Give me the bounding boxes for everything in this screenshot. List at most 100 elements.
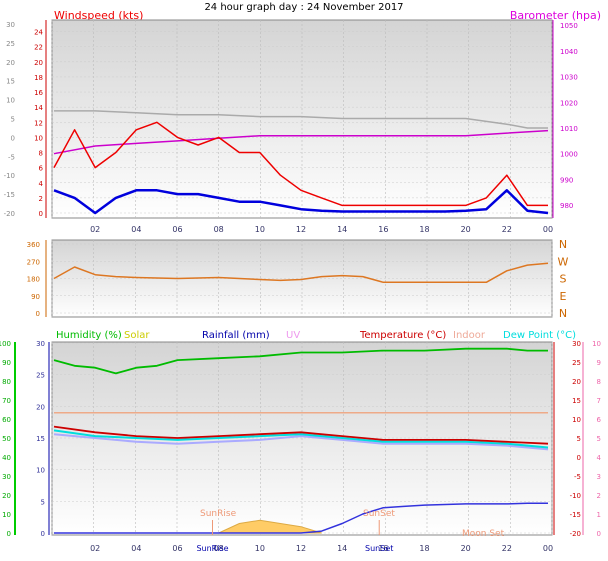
wind-y-tick-label: 6 bbox=[39, 165, 44, 173]
compass-tick-label: W bbox=[558, 255, 569, 268]
uv-y-tick-label: 9 bbox=[597, 359, 601, 367]
weather-x-tick-label: 08 bbox=[214, 544, 224, 553]
humidity-y-tick-label: 100 bbox=[0, 340, 11, 348]
pressure-y-tick-label: 1050 bbox=[560, 22, 578, 30]
uv-y-tick-label: 6 bbox=[597, 416, 602, 424]
far-left-y-tick-label: 15 bbox=[6, 78, 15, 86]
far-left-y-tick-label: -10 bbox=[4, 172, 15, 180]
legend-label: Temperature (°C) bbox=[359, 330, 446, 341]
uv-y-tick-label: 5 bbox=[597, 435, 601, 443]
weather-x-tick-label: 18 bbox=[419, 544, 429, 553]
wind-y-tick-label: 0 bbox=[39, 210, 43, 218]
series-line bbox=[54, 502, 548, 534]
uv-y-tick-label: 10 bbox=[592, 340, 601, 348]
far-left-y-tick-label: 20 bbox=[6, 59, 15, 67]
temperature-y-tick-label: 25 bbox=[572, 359, 581, 367]
temperature-y-tick-label: 20 bbox=[572, 378, 581, 386]
far-left-y-tick-label: -5 bbox=[8, 153, 15, 161]
wind-x-tick-label: 18 bbox=[419, 225, 429, 234]
uv-y-tick-label: 0 bbox=[597, 530, 601, 538]
far-left-y-tick-label: 0 bbox=[11, 134, 15, 142]
temperature-y-tick-label: -5 bbox=[574, 473, 581, 481]
direction-y-tick-label: 360 bbox=[27, 241, 40, 249]
weather-x-tick-label: 04 bbox=[131, 544, 141, 553]
chart-title: 24 hour graph day : 24 November 2017 bbox=[204, 2, 403, 13]
uv-y-tick-label: 2 bbox=[597, 492, 601, 500]
legend-label: Humidity (%) bbox=[56, 330, 122, 341]
weather-x-tick-label: 06 bbox=[172, 544, 182, 553]
weather-x-tick-label: 10 bbox=[255, 544, 265, 553]
temperature-y-tick-label: 0 bbox=[577, 454, 581, 462]
direction-y-tick-label: 0 bbox=[36, 310, 40, 318]
rain-y-tick-label: 5 bbox=[41, 498, 45, 506]
rain-y-tick-label: 0 bbox=[41, 530, 45, 538]
direction-y-tick-label: 180 bbox=[27, 276, 40, 284]
sunset-annotation: SunSet bbox=[363, 509, 395, 519]
compass-tick-label: S bbox=[560, 273, 567, 286]
rain-y-tick-label: 20 bbox=[36, 403, 45, 411]
far-left-y-tick-label: 25 bbox=[6, 40, 15, 48]
sunrise-annotation: SunRise bbox=[200, 509, 237, 519]
humidity-y-tick-label: 90 bbox=[2, 359, 11, 367]
wind-x-tick-label: 20 bbox=[461, 225, 471, 234]
wind-x-tick-label: 22 bbox=[502, 225, 512, 234]
humidity-y-tick-label: 80 bbox=[2, 378, 11, 386]
weather-x-tick-label: 20 bbox=[461, 544, 471, 553]
humidity-y-tick-label: 0 bbox=[7, 530, 11, 538]
wind-y-tick-label: 12 bbox=[34, 119, 43, 127]
wind-x-tick-label: 00 bbox=[543, 225, 553, 234]
wind-x-tick-label: 12 bbox=[296, 225, 306, 234]
moonset-annotation: Moon Set bbox=[462, 529, 505, 539]
series-line bbox=[54, 110, 548, 129]
legend-label: Indoor bbox=[453, 330, 486, 341]
temperature-y-tick-label: 15 bbox=[572, 397, 581, 405]
humidity-y-tick-label: 70 bbox=[2, 397, 11, 405]
uv-y-tick-label: 1 bbox=[597, 511, 601, 519]
uv-y-tick-label: 7 bbox=[597, 397, 601, 405]
legend-label: Rainfall (mm) bbox=[202, 330, 270, 341]
wind-y-tick-label: 10 bbox=[34, 134, 43, 142]
far-left-y-tick-label: 10 bbox=[6, 97, 15, 105]
pressure-y-tick-label: 1040 bbox=[560, 48, 578, 56]
far-left-y-tick-label: 30 bbox=[6, 21, 15, 29]
sunrise-axis-marker: SunRise bbox=[196, 544, 228, 553]
direction-y-tick-label: 270 bbox=[27, 258, 40, 266]
compass-tick-label: N bbox=[559, 307, 567, 320]
wind-x-tick-label: 08 bbox=[214, 225, 224, 234]
wind-axis-label: Windspeed (kts) bbox=[54, 9, 143, 22]
wind-x-tick-label: 14 bbox=[337, 225, 347, 234]
pressure-axis-label: Barometer (hpa) bbox=[510, 9, 601, 22]
humidity-y-tick-label: 20 bbox=[2, 492, 11, 500]
pressure-y-tick-label: 1020 bbox=[560, 99, 578, 107]
wind-x-tick-label: 04 bbox=[131, 225, 141, 234]
weather-x-tick-label: 02 bbox=[90, 544, 100, 553]
legend-label: Solar bbox=[124, 330, 150, 341]
uv-y-tick-label: 4 bbox=[597, 454, 602, 462]
sunset-axis-marker: SunSet bbox=[365, 544, 393, 553]
wind-y-tick-label: 20 bbox=[34, 59, 43, 67]
pressure-y-tick-label: 1010 bbox=[560, 125, 578, 133]
far-left-y-tick-label: 5 bbox=[11, 116, 15, 124]
wind-y-tick-label: 18 bbox=[34, 74, 43, 82]
far-left-y-tick-label: -20 bbox=[4, 210, 15, 218]
wind-y-tick-label: 14 bbox=[34, 104, 43, 112]
wind-y-tick-label: 16 bbox=[34, 89, 43, 97]
solar-area bbox=[218, 519, 322, 534]
rain-y-tick-label: 25 bbox=[36, 372, 45, 380]
humidity-y-tick-label: 40 bbox=[2, 454, 11, 462]
series-line bbox=[53, 433, 549, 451]
wind-x-tick-label: 06 bbox=[172, 225, 182, 234]
direction-y-tick-label: 90 bbox=[31, 293, 40, 301]
pressure-y-tick-label: 980 bbox=[560, 202, 573, 210]
pressure-y-tick-label: 1000 bbox=[560, 151, 578, 159]
wind-y-tick-label: 22 bbox=[34, 44, 43, 52]
wind-x-tick-label: 02 bbox=[90, 225, 100, 234]
uv-y-tick-label: 8 bbox=[597, 378, 601, 386]
temperature-y-tick-label: 5 bbox=[577, 435, 581, 443]
rain-y-tick-label: 10 bbox=[36, 467, 45, 475]
humidity-y-tick-label: 10 bbox=[2, 511, 11, 519]
far-left-y-tick-label: -15 bbox=[4, 191, 15, 199]
temperature-y-tick-label: -15 bbox=[570, 511, 581, 519]
series-line bbox=[53, 425, 549, 445]
